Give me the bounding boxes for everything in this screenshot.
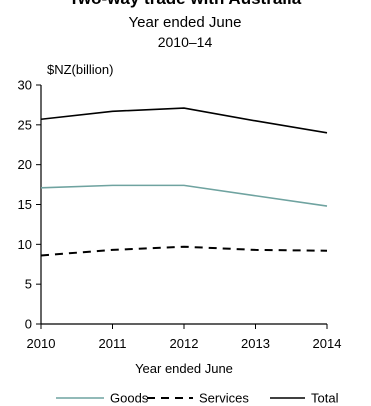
legend-label-goods: Goods bbox=[110, 391, 149, 406]
chart-title: Two-way trade with Australia bbox=[69, 0, 302, 8]
series-line-services bbox=[40, 245, 328, 257]
x-tick-label: 2014 bbox=[313, 336, 342, 351]
legend-label-total: Total bbox=[311, 391, 339, 406]
y-unit-label: $NZ(billion) bbox=[47, 62, 113, 77]
y-tick-label: 10 bbox=[18, 237, 32, 252]
y-tick-label: 25 bbox=[18, 117, 32, 132]
legend: Goods Services Total bbox=[56, 391, 339, 406]
plot-area: 0 5 10 15 20 25 30 2010 2011 2012 2013 2014 bbox=[18, 78, 342, 352]
y-tick-label: 30 bbox=[18, 78, 32, 93]
y-tick-label: 0 bbox=[25, 317, 32, 332]
y-tick-label: 15 bbox=[18, 197, 32, 212]
series-line-goods bbox=[40, 184, 328, 207]
chart-period: 2010–14 bbox=[158, 34, 213, 50]
y-tick-label: 5 bbox=[25, 277, 32, 292]
x-axis-title: Year ended June bbox=[135, 361, 233, 376]
x-tick-label: 2011 bbox=[99, 336, 127, 351]
x-tick-label: 2012 bbox=[170, 336, 199, 351]
y-tick-label: 20 bbox=[18, 157, 32, 172]
x-tick-label: 2013 bbox=[241, 336, 270, 351]
x-tick-label: 2010 bbox=[27, 336, 56, 351]
legend-label-services: Services bbox=[199, 391, 249, 406]
series-line-total bbox=[40, 107, 328, 134]
chart-subtitle: Year ended June bbox=[129, 14, 242, 31]
